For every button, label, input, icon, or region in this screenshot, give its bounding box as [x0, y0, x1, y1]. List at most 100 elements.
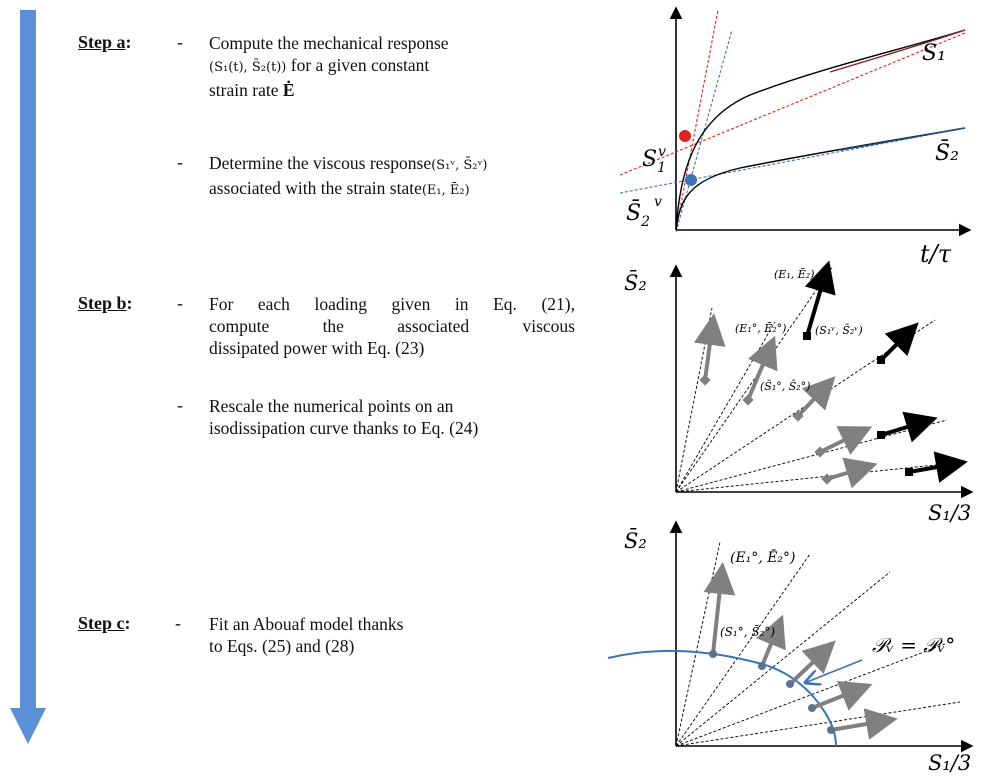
plot2-grey-marker-1	[699, 374, 711, 386]
plot3-grey-arrow-4	[811, 680, 873, 711]
plot3-isodissipation-curve	[607, 649, 837, 747]
plot2-grey-arrow-2	[746, 335, 778, 401]
plot3-grey-arrow-1	[703, 562, 736, 655]
step-b-bullet-2: Rescale the numerical points on an isodi…	[209, 395, 589, 439]
plot3-curve-point-3	[786, 680, 794, 688]
plot2-grey-markers	[699, 374, 833, 485]
plot3-grey-arrows	[703, 562, 898, 740]
plot2-grey-arrow-3	[796, 376, 836, 418]
plot2-black-marker-2	[877, 356, 885, 364]
plot2-grey-marker-3	[792, 410, 804, 422]
plot1-label-s1: S₁	[922, 41, 946, 66]
plot3-ylabel: S̄₂	[624, 528, 647, 553]
step-b-dash-2: -	[177, 395, 183, 415]
step-a-dash-1: -	[177, 32, 183, 52]
step-a-dash-2: -	[177, 152, 183, 172]
plot2-loading-rays	[675, 265, 965, 493]
flow-arrow-shaft	[20, 10, 36, 710]
plot3-label-s0: (S₁°, S̄₂°)	[720, 624, 775, 639]
plot3-loading-rays	[675, 541, 961, 747]
plot2-ylabel: S̄₂	[624, 270, 647, 295]
plot2-grey-marker-2	[742, 394, 754, 406]
step-b-bullet-2-line-2: isodissipation curve thanks to Eq. (24)	[209, 418, 479, 438]
step-b-label: Step b	[78, 293, 127, 313]
step-c-bullet-1-line-1: Fit an Abouaf model thanks	[209, 614, 404, 634]
plot2-label-e0: (E₁°, Ē₂°)	[735, 322, 786, 335]
step-a-bullet-2-math-2: (E₁, Ē₂)	[421, 183, 470, 198]
plot3-curve-points	[709, 650, 835, 734]
plot1-curve-s2	[675, 127, 966, 231]
plot3-grey-arrow-5	[830, 708, 898, 740]
step-b-bullet-2-line-1: Rescale the numerical points on an	[209, 396, 454, 416]
plot2-grey-arrows	[693, 313, 878, 489]
process-flow-arrow	[10, 10, 46, 744]
plot1-label-s1v: S1v	[642, 144, 666, 176]
plot2-grey-arrow-1	[693, 313, 726, 381]
plot3-curve-point-2	[758, 662, 766, 670]
flow-arrow-head	[10, 708, 46, 744]
plot1-label-s2v-sup: v	[654, 194, 662, 210]
plot2-black-marker-3	[877, 431, 885, 439]
step-a-bullet-1: Compute the mechanical response (S₁(t), …	[209, 32, 549, 101]
plot1-label-s1v-sub: 1	[657, 160, 666, 176]
step-c-colon: :	[124, 613, 131, 633]
plot3-grey-arrow-3	[788, 640, 836, 686]
step-a-label: Step a	[78, 32, 126, 52]
plot2-black-arrow-3	[880, 411, 938, 443]
plot3-curve-point-4	[808, 704, 816, 712]
plot3-curve-point-1	[709, 650, 717, 658]
plot1-label-s2v-base: S̄	[626, 199, 641, 226]
plot1-red-steep-tangent	[675, 9, 719, 231]
plot2-ray-4	[675, 461, 965, 493]
step-b: Step b:	[78, 293, 133, 314]
plot3-ray-2	[675, 553, 811, 747]
plot2-grey-marker-4	[814, 446, 826, 458]
plot2-black-markers	[803, 332, 913, 476]
plot3-grey-arrow-2	[756, 614, 786, 667]
step-a-bullet-1-line-1: Compute the mechanical response	[209, 33, 449, 53]
plot-mechanical-response: S₁ S̄₂ S1v S̄2v t/τ	[619, 6, 972, 268]
plot3-xlabel: S₁/3	[928, 751, 971, 775]
plot1-label-s2: S̄₂	[935, 139, 959, 166]
step-c: Step c:	[78, 613, 131, 634]
step-b-dash-1: -	[177, 293, 183, 313]
plot2-label-e: (E₁, Ē₂)	[774, 268, 814, 281]
plot1-label-s1v-sup: v	[658, 144, 666, 160]
step-a-bullet-2-math: (S₁ᵛ, S̄₂ᵛ)	[431, 158, 488, 173]
plot1-point-s1v	[679, 130, 691, 142]
step-a-strain-rate-symbol: Ė	[282, 80, 295, 100]
plot1-red-asymptote	[619, 32, 966, 176]
plot1-label-s2v: S̄2v	[626, 194, 662, 230]
plot2-black-arrow-1	[804, 260, 836, 337]
plot1-label-s1v-base: S	[642, 147, 657, 172]
plot-dissipated-power: S̄₂ S₁/3 (E₁, Ē₂) (E₁°, Ē₂°) (S₁ᵛ, S̄₂ᵛ)…	[624, 260, 974, 525]
plot2-black-arrow-4	[908, 451, 968, 483]
plot1-xlabel: t/τ	[920, 240, 952, 268]
plot3-label-e0: (E₁°, Ē₂°)	[730, 548, 796, 566]
plot2-ray-3	[675, 419, 948, 493]
plot3-pointer-arrow	[807, 659, 863, 682]
plot-abouaf-fit: S̄₂ S₁/3 (E₁°, Ē₂°) (S₁°, S̄₂°) 𝒫ᵥ = 𝒫ᵥ°	[607, 520, 974, 775]
plot2-ray-5	[675, 307, 713, 493]
step-a-bullet-2: Determine the viscous response(S₁ᵛ, S̄₂ᵛ…	[209, 152, 589, 202]
step-c-dash-1: -	[175, 613, 181, 633]
step-c-bullet-1: Fit an Abouaf model thanks to Eqs. (25) …	[209, 613, 509, 657]
plot2-black-arrows	[804, 260, 968, 483]
step-b-bullet-1: For each loading given in Eq. (21), comp…	[209, 293, 575, 359]
plot2-black-marker-4	[905, 468, 913, 476]
plot2-label-s0: (S̄₁°, S̄₂°)	[760, 380, 810, 393]
plot2-ray-6	[675, 321, 776, 493]
plot2-grey-arrow-5	[826, 457, 878, 489]
plot1-point-s2v	[685, 174, 697, 186]
step-b-bullet-1-line-2: compute the associated viscous	[209, 316, 575, 336]
step-a-bullet-2-line-2: associated with the strain state	[209, 178, 422, 198]
plot2-grey-arrow-4	[819, 426, 873, 455]
plot2-label-sv: (S₁ᵛ, S̄₂ᵛ)	[815, 324, 863, 337]
plot2-xlabel: S₁/3	[928, 501, 971, 525]
step-a-colon: :	[125, 32, 132, 52]
step-b-colon: :	[126, 293, 133, 313]
step-c-bullet-1-line-2: to Eqs. (25) and (28)	[209, 636, 355, 656]
plot3-ray-4	[675, 643, 946, 747]
step-c-label: Step c	[78, 613, 125, 633]
plot2-black-arrow-2	[879, 322, 919, 362]
